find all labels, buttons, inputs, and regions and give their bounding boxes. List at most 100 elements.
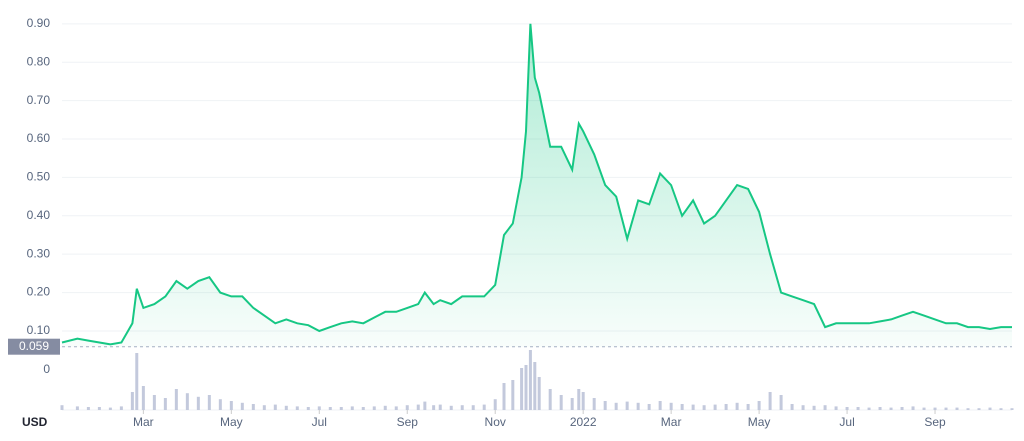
volume-bar xyxy=(570,398,574,410)
x-tick-label: May xyxy=(748,415,771,429)
volume-bar xyxy=(86,407,90,410)
volume-bar xyxy=(163,398,167,410)
volume-bar xyxy=(790,404,794,410)
volume-bar xyxy=(240,402,244,410)
volume-bar xyxy=(548,389,552,410)
volume-bar xyxy=(724,404,728,410)
volume-bar xyxy=(834,406,838,410)
volume-bar xyxy=(955,407,959,410)
volume-bar xyxy=(691,404,695,410)
volume-bar xyxy=(520,368,524,410)
volume-bar xyxy=(262,405,266,410)
volume-bar xyxy=(647,404,651,410)
volume-bar xyxy=(460,405,464,410)
volume-bar xyxy=(383,405,387,410)
volume-bar xyxy=(75,406,79,410)
price-line xyxy=(61,23,1012,346)
volume-bar xyxy=(614,402,618,410)
volume-bar xyxy=(878,407,882,410)
volume-bar xyxy=(471,405,475,410)
y-tick-label: 0.40 xyxy=(27,208,51,222)
volume-bar xyxy=(339,407,343,410)
volume-bar xyxy=(97,407,101,410)
x-tick-label: Jul xyxy=(839,415,854,429)
volume-bar xyxy=(438,404,442,410)
volume-bar xyxy=(493,399,497,410)
volume-bar xyxy=(1010,408,1014,410)
x-tick-label: Mar xyxy=(133,415,154,429)
volume-bar xyxy=(528,350,532,410)
volume-bar xyxy=(988,407,992,410)
volume-bar xyxy=(361,407,365,410)
volume-bar xyxy=(218,399,222,410)
y-tick-label: 0.20 xyxy=(27,285,51,299)
reference-label: 0.059 xyxy=(19,339,49,353)
volume-bar xyxy=(130,392,134,410)
volume-bar xyxy=(812,405,816,410)
volume-bar xyxy=(405,405,409,410)
volume-bar xyxy=(801,405,805,410)
volume-bar xyxy=(977,408,981,410)
volume-bar xyxy=(625,401,629,410)
volume-bar xyxy=(559,395,563,410)
volume-bar xyxy=(900,407,904,410)
volume-bar xyxy=(306,407,310,410)
volume-bar xyxy=(911,406,915,410)
y-tick-label: 0.90 xyxy=(27,16,51,30)
volume-bar xyxy=(944,407,948,410)
volume-bar xyxy=(207,395,211,410)
volume-bar xyxy=(394,406,398,410)
volume-bar xyxy=(423,401,427,410)
volume-bar xyxy=(273,404,277,410)
volume-bar xyxy=(108,407,112,410)
y-tick-label: 0.80 xyxy=(27,54,51,68)
volume-bar xyxy=(152,395,156,410)
volume-bar xyxy=(999,408,1003,410)
volume-bar xyxy=(922,407,926,410)
volume-bar xyxy=(735,402,739,410)
volume-bar xyxy=(185,393,189,410)
volume-bar xyxy=(669,402,673,410)
volume-bar xyxy=(592,398,596,410)
volume-bar xyxy=(502,383,506,410)
volume-bar xyxy=(119,406,123,410)
volume-bar xyxy=(524,365,528,410)
volume-bar xyxy=(295,406,299,410)
volume-bar xyxy=(757,401,761,410)
volume-bar xyxy=(372,406,376,410)
volume-bar xyxy=(867,407,871,410)
volume-bar xyxy=(317,406,321,410)
volume-bar xyxy=(328,407,332,410)
volume-bar xyxy=(511,380,515,410)
y-tick-label: 0.30 xyxy=(27,246,51,260)
y-tick-label: 0.10 xyxy=(27,323,51,337)
volume-bar xyxy=(60,405,64,410)
volume-bar xyxy=(537,377,541,410)
y-tick-label: 0.70 xyxy=(27,93,51,107)
y-tick-label: 0.50 xyxy=(27,170,51,184)
x-tick-label: Sep xyxy=(397,415,419,429)
volume-bar xyxy=(284,405,288,410)
reference-label-box xyxy=(8,338,60,355)
volume-bar xyxy=(856,407,860,410)
volume-bar xyxy=(533,362,537,410)
volume-bar xyxy=(702,405,706,410)
volume-bar xyxy=(713,404,717,410)
x-tick-label: May xyxy=(220,415,243,429)
x-tick-label: Sep xyxy=(924,415,946,429)
volume-bar xyxy=(196,396,200,410)
volume-bar xyxy=(768,392,772,410)
volume-bar xyxy=(581,392,585,410)
currency-label: USD xyxy=(22,415,48,429)
volume-bar xyxy=(229,401,233,410)
volume-bar xyxy=(350,406,354,410)
volume-bar xyxy=(823,405,827,410)
volume-bar xyxy=(603,401,607,410)
volume-bar xyxy=(966,408,970,410)
volume-bar xyxy=(449,405,453,410)
x-tick-label: Nov xyxy=(485,415,506,429)
volume-bar xyxy=(432,405,436,410)
x-tick-label: 2022 xyxy=(570,415,597,429)
volume-bar xyxy=(141,386,145,410)
